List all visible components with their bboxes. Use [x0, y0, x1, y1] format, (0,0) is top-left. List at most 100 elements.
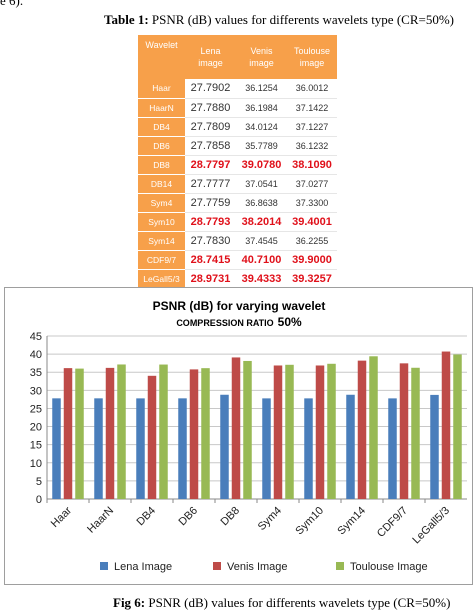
- legend-label: Lena Image: [114, 561, 172, 573]
- legend-label: Toulouse Image: [350, 561, 428, 573]
- y-tick-label: 15: [30, 440, 42, 452]
- psnr-value-cell: 37.3300: [287, 193, 337, 213]
- psnr-value-cell: 40.7100: [236, 250, 287, 270]
- psnr-value-cell: 36.1254: [236, 79, 287, 99]
- table-caption: Table 1: PSNR (dB) values for differents…: [104, 12, 454, 28]
- table-header-line: image: [249, 58, 274, 68]
- table-header-cell: Lena image: [185, 35, 236, 79]
- wavelet-name-cell: DB6: [138, 136, 185, 156]
- bar-lena-image: [52, 398, 61, 499]
- psnr-value-cell: 38.1090: [287, 155, 337, 175]
- psnr-value-cell: 34.0124: [236, 117, 287, 137]
- bar-toulouse-image: [75, 368, 84, 499]
- chart-subtitle-prefix: COMPRESSION RATIO: [176, 318, 273, 328]
- bar-venis-image: [189, 369, 199, 499]
- chart-container: PSNR (dB) for varying wavelet COMPRESSION…: [4, 287, 473, 585]
- bar-venis-image: [441, 351, 451, 499]
- y-tick-label: 45: [30, 331, 42, 343]
- table-row: DB8 28.7797 39.0780 38.1090: [138, 155, 337, 175]
- psnr-value-cell: 39.0780: [236, 155, 287, 175]
- psnr-value-cell: 37.0541: [236, 174, 287, 194]
- wavelet-name-cell: DB14: [138, 174, 185, 194]
- bar-toulouse-image: [453, 354, 462, 499]
- bar-lena-image: [304, 398, 313, 499]
- psnr-value-cell: 27.7858: [185, 136, 236, 156]
- table-header-cell: Venis image: [236, 35, 287, 79]
- bar-toulouse-image: [327, 363, 336, 499]
- y-tick-label: 25: [30, 403, 42, 415]
- psnr-table-body: Haar 27.7902 36.1254 36.0012 HaarN 27.7880 36.…: [138, 79, 337, 289]
- table-header-line: Wavelet: [145, 40, 178, 50]
- psnr-value-cell: 27.7809: [185, 117, 236, 137]
- psnr-value-cell: 37.4545: [236, 231, 287, 251]
- table-row: Sym10 28.7793 38.2014 39.4001: [138, 212, 337, 232]
- bar-toulouse-image: [285, 364, 294, 499]
- table-row: Sym4 27.7759 36.8638 37.3300: [138, 193, 337, 213]
- x-tick-label: HaarN: [85, 505, 116, 536]
- figure-caption: Fig 6: PSNR (dB) values for differents w…: [113, 595, 450, 611]
- table-row: DB14 27.7777 37.0541 37.0277: [138, 174, 337, 194]
- table-row: CDF9/7 28.7415 40.7100 39.9000: [138, 250, 337, 270]
- wavelet-name-cell: CDF9/7: [138, 250, 185, 270]
- table-row: Haar 27.7902 36.1254 36.0012: [138, 79, 337, 99]
- legend-swatch: [213, 562, 221, 570]
- psnr-value-cell: 36.1984: [236, 98, 287, 118]
- chart-title: PSNR (dB) for varying wavelet: [153, 299, 326, 313]
- psnr-value-cell: 27.7902: [185, 79, 236, 99]
- y-tick-label: 40: [30, 349, 42, 361]
- x-tick-label: LeGall5/3: [410, 505, 452, 547]
- bar-lena-image: [346, 394, 355, 499]
- x-tick-label: Sym4: [256, 505, 284, 533]
- wavelet-name-cell: HaarN: [138, 98, 185, 118]
- psnr-value-cell: 37.1227: [287, 117, 337, 137]
- bar-lena-image: [262, 398, 271, 499]
- text-fragment: e 6).: [0, 0, 24, 8]
- table-header-line: Lena: [200, 46, 221, 56]
- psnr-value-cell: 27.7880: [185, 98, 236, 118]
- x-tick-label: DB4: [134, 505, 158, 529]
- table-header-cell: Wavelet: [138, 35, 185, 79]
- y-tick-label: 35: [30, 367, 42, 379]
- bar-venis-image: [231, 357, 241, 499]
- psnr-value-cell: 27.7830: [185, 231, 236, 251]
- bar-lena-image: [430, 394, 439, 499]
- table-header-line: Toulouse: [293, 46, 331, 56]
- x-tick-label: CDF9/7: [375, 505, 410, 540]
- bar-venis-image: [63, 368, 73, 499]
- table-caption-text: PSNR (dB) values for differents wavelets…: [148, 12, 454, 27]
- psnr-value-cell: 27.7777: [185, 174, 236, 194]
- psnr-value-cell: 28.7797: [185, 155, 236, 175]
- psnr-bar-chart: PSNR (dB) for varying wavelet COMPRESSION…: [30, 299, 467, 573]
- psnr-value-cell: 35.7789: [236, 136, 287, 156]
- bar-venis-image: [315, 365, 325, 499]
- chart-subtitle: COMPRESSION RATIO 50%: [176, 315, 302, 329]
- table-row: Sym14 27.7830 37.4545 36.2255: [138, 231, 337, 251]
- psnr-value-cell: 39.3257: [287, 269, 337, 289]
- bar-venis-image: [357, 360, 367, 499]
- bar-venis-image: [147, 375, 157, 499]
- x-tick-label: Sym14: [335, 505, 368, 538]
- table-row: HaarN 27.7880 36.1984 37.1422: [138, 98, 337, 118]
- y-tick-label: 20: [30, 422, 42, 434]
- psnr-value-cell: 36.8638: [236, 193, 287, 213]
- chart-subtitle-value: 50%: [278, 315, 302, 329]
- bar-toulouse-image: [159, 364, 168, 499]
- legend-label: Venis Image: [227, 561, 288, 573]
- y-tick-label: 30: [30, 385, 42, 397]
- psnr-value-cell: 36.2255: [287, 231, 337, 251]
- table-row: DB4 27.7809 34.0124 37.1227: [138, 117, 337, 137]
- wavelet-name-cell: LeGall5/3: [138, 269, 185, 289]
- bar-lena-image: [220, 394, 229, 499]
- table-caption-label: Table 1:: [104, 12, 149, 27]
- psnr-value-cell: 39.9000: [287, 250, 337, 270]
- psnr-value-cell: 38.2014: [236, 212, 287, 232]
- wavelet-name-cell: Sym10: [138, 212, 185, 232]
- bar-toulouse-image: [117, 364, 126, 499]
- psnr-table-header: Wavelet Lena image Venis image Toulouse image: [138, 35, 337, 79]
- wavelet-name-cell: Sym14: [138, 231, 185, 251]
- psnr-value-cell: 36.0012: [287, 79, 337, 99]
- bar-lena-image: [388, 398, 397, 499]
- bar-toulouse-image: [369, 356, 378, 499]
- bar-venis-image: [105, 367, 115, 499]
- table-row: DB6 27.7858 35.7789 36.1232: [138, 136, 337, 156]
